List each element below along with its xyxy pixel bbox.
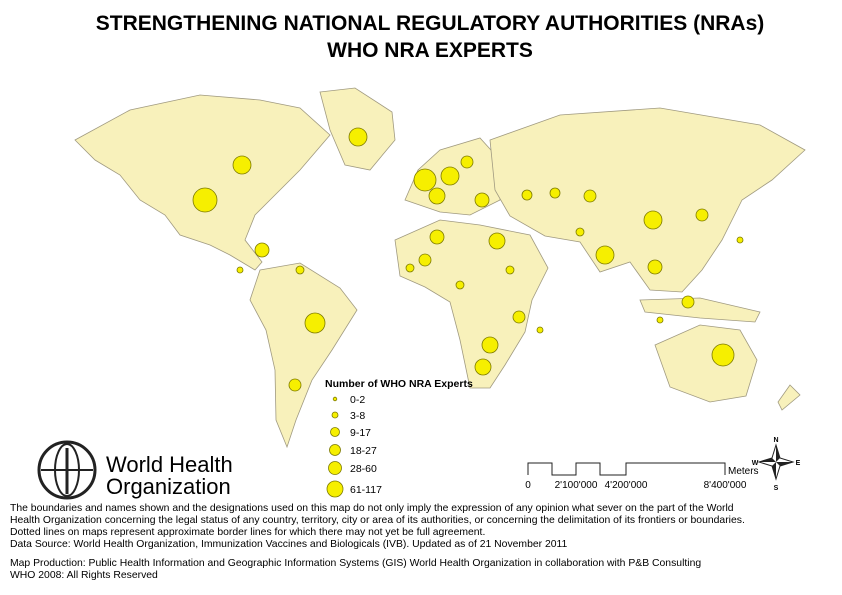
marker: [695, 208, 709, 222]
title: STRENGTHENING NATIONAL REGULATORY AUTHOR…: [96, 12, 765, 35]
marker: [549, 187, 561, 199]
scale-label: 2'100'000: [555, 480, 598, 491]
marker: [474, 192, 490, 208]
logo-text: Organization: [106, 474, 231, 499]
compass-label: E: [796, 460, 801, 467]
disclaimer-line: Dotted lines on maps represent approxima…: [10, 527, 485, 538]
legend-symbol: [332, 396, 338, 402]
marker: [656, 316, 664, 324]
logo-text: World Health: [106, 452, 233, 477]
marker: [288, 378, 302, 392]
marker: [521, 189, 533, 201]
disclaimer-line: Health Organization concerning the legal…: [10, 515, 745, 526]
scale-label: 4'200'000: [605, 480, 648, 491]
compass-label: W: [752, 460, 759, 467]
marker: [440, 166, 460, 186]
disclaimer: The boundaries and names shown and the d…: [10, 503, 745, 581]
legend-label: 61-117: [350, 484, 382, 496]
marker: [254, 242, 270, 258]
legend-symbol: [329, 444, 341, 456]
marker: [418, 253, 432, 267]
asia: [489, 107, 806, 293]
marker: [405, 263, 415, 273]
marker: [474, 358, 492, 376]
who-logo: World Health Organization: [37, 440, 233, 500]
marker: [583, 189, 597, 203]
indonesia: [639, 297, 761, 323]
scale-line: [527, 462, 726, 476]
scale-unit: Meters: [728, 466, 759, 477]
marker: [429, 229, 445, 245]
disclaimer-line: WHO 2008: All Rights Reserved: [10, 570, 158, 581]
legend-symbol: [328, 461, 342, 475]
marker: [595, 245, 615, 265]
disclaimer-line: Data Source: World Health Organization, …: [10, 539, 568, 550]
marker: [236, 266, 244, 274]
compass-label: N: [773, 437, 778, 444]
logo-emblem: [37, 440, 97, 500]
legend-label: 3-8: [350, 410, 365, 422]
marker: [681, 295, 695, 309]
legend-label: 18-27: [350, 445, 377, 457]
scale-bar: 0 2'100'000 4'200'000 8'400'000 Meters: [525, 462, 759, 491]
marker: [428, 187, 446, 205]
marker: [413, 168, 437, 192]
marker: [711, 343, 735, 367]
marker: [460, 155, 474, 169]
africa: [394, 219, 549, 389]
marker: [647, 259, 663, 275]
marker: [488, 232, 506, 250]
legend-symbol: [326, 480, 344, 498]
disclaimer-line: Map Production: Public Health Informatio…: [10, 558, 701, 569]
marker: [192, 187, 218, 213]
marker: [575, 227, 585, 237]
legend: Number of WHO NRA Experts 0-2 3-8 9-17 1…: [325, 378, 473, 498]
legend-label: 28-60: [350, 463, 377, 475]
legend-symbol: [331, 411, 339, 419]
title: WHO NRA EXPERTS: [327, 39, 533, 62]
marker: [304, 312, 326, 334]
compass: N S E W: [752, 437, 801, 492]
marker: [348, 127, 368, 147]
australia: [654, 324, 758, 403]
marker: [455, 280, 465, 290]
scale-label: 8'400'000: [704, 480, 747, 491]
new-zealand: [777, 384, 801, 411]
marker: [481, 336, 499, 354]
marker: [295, 265, 305, 275]
compass-label: S: [774, 485, 779, 492]
country-markers: [192, 127, 744, 392]
world-map: [74, 87, 806, 449]
marker: [736, 236, 744, 244]
marker: [505, 265, 515, 275]
scale-label: 0: [525, 480, 531, 491]
marker: [512, 310, 526, 324]
compass-rose: [759, 445, 793, 479]
legend-title: Number of WHO NRA Experts: [325, 378, 473, 390]
south-america: [249, 262, 358, 449]
legend-label: 9-17: [350, 427, 371, 439]
marker: [536, 326, 544, 334]
legend-label: 0-2: [350, 394, 365, 406]
disclaimer-line: The boundaries and names shown and the d…: [10, 503, 734, 514]
marker: [643, 210, 663, 230]
north-america: [74, 94, 331, 271]
legend-symbol: [330, 427, 340, 437]
marker: [232, 155, 252, 175]
